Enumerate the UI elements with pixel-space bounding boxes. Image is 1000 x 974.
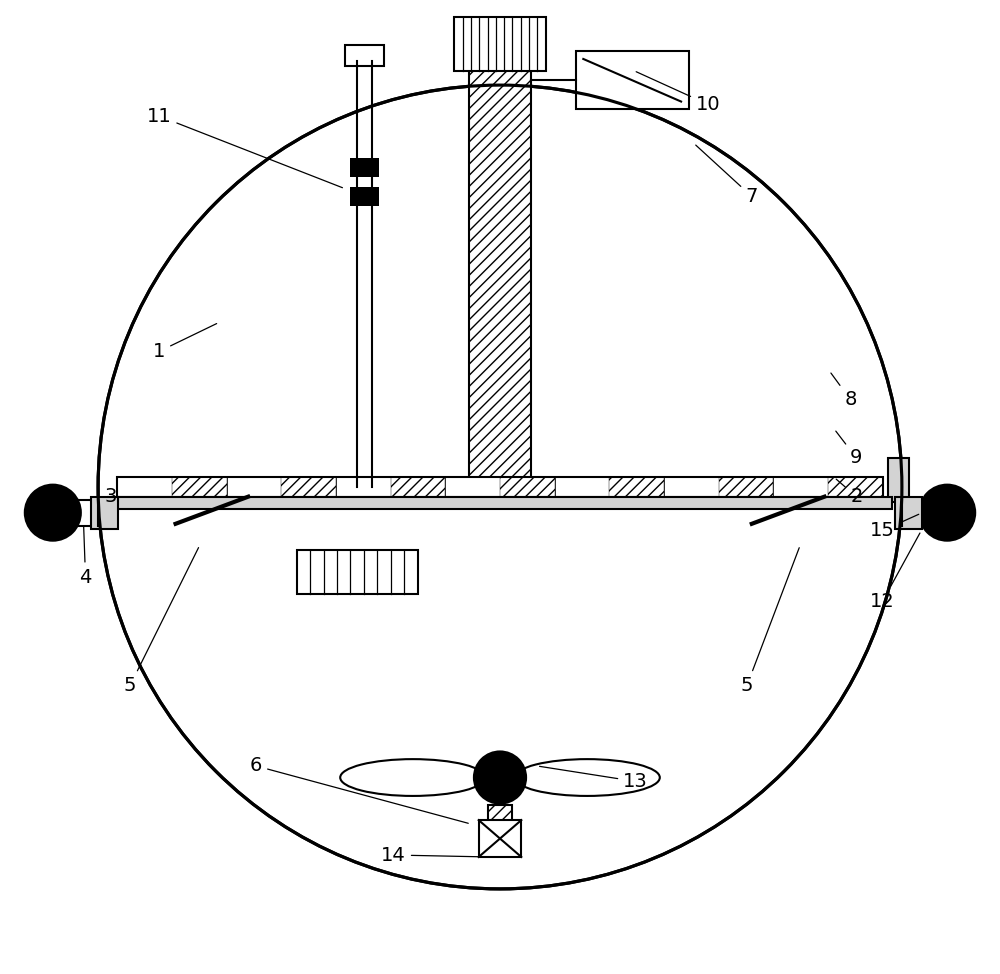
Text: 5: 5	[741, 547, 799, 695]
Bar	[350, 158, 379, 177]
Bar	[500, 477, 555, 497]
Bar	[719, 477, 773, 497]
Bar	[45, 500, 98, 526]
Bar	[609, 477, 664, 497]
Bar	[888, 458, 909, 502]
Text: 13: 13	[540, 767, 648, 791]
Bar	[828, 477, 883, 497]
Bar	[391, 477, 445, 497]
Text: 9: 9	[836, 431, 863, 468]
Bar	[117, 477, 172, 497]
Text: 6: 6	[250, 757, 468, 823]
Bar	[281, 477, 336, 497]
Bar	[719, 477, 773, 497]
Text: 1: 1	[153, 323, 217, 361]
Circle shape	[918, 484, 976, 542]
Text: 14: 14	[381, 845, 486, 865]
Bar	[172, 477, 227, 497]
Bar	[345, 45, 384, 66]
Bar	[500, 477, 555, 497]
Bar	[445, 477, 500, 497]
Bar	[454, 18, 546, 70]
Bar	[227, 477, 281, 497]
Bar	[350, 187, 379, 206]
Circle shape	[473, 750, 527, 805]
Text: 10: 10	[636, 72, 721, 114]
Bar	[91, 497, 118, 529]
Text: 15: 15	[870, 514, 919, 540]
Bar	[108, 497, 892, 509]
Text: 3: 3	[104, 487, 187, 506]
Bar	[555, 477, 609, 497]
Text: 8: 8	[831, 373, 857, 409]
Bar	[117, 477, 883, 497]
Bar	[469, 56, 531, 492]
Bar	[281, 477, 336, 497]
Bar	[902, 500, 955, 526]
Bar	[479, 820, 521, 857]
Bar	[576, 52, 689, 109]
Text: 4: 4	[79, 527, 92, 586]
Bar	[297, 550, 418, 593]
Bar	[773, 477, 828, 497]
Text: 12: 12	[870, 533, 920, 611]
Bar	[664, 477, 719, 497]
Circle shape	[24, 484, 82, 542]
Text: 5: 5	[124, 547, 199, 695]
Bar	[488, 805, 512, 834]
Text: 2: 2	[836, 479, 863, 506]
Text: 11: 11	[147, 106, 342, 188]
Bar	[895, 497, 922, 529]
Text: 7: 7	[696, 145, 758, 206]
Bar	[391, 477, 445, 497]
Bar	[172, 477, 227, 497]
Bar	[828, 477, 883, 497]
Bar	[609, 477, 664, 497]
Bar	[336, 477, 391, 497]
